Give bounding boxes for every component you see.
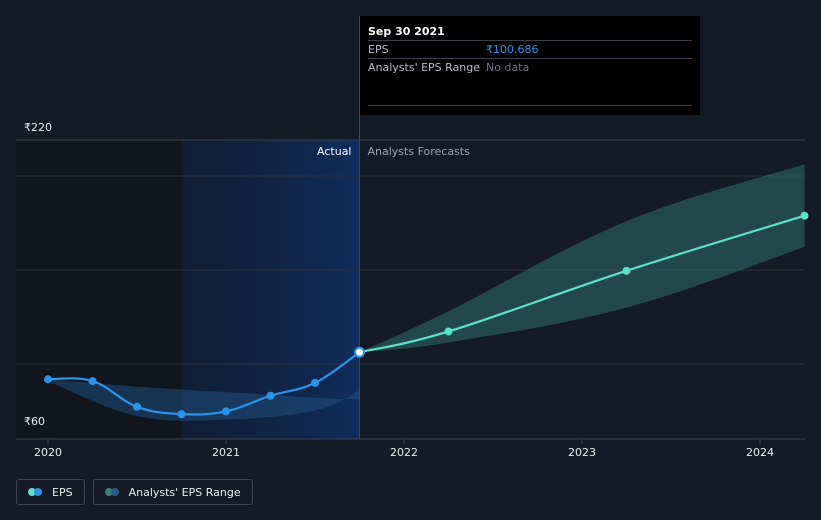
- eps-forecast-point: [444, 327, 453, 336]
- eps-selected-point: [354, 346, 365, 358]
- legend-range-label: Analysts' EPS Range: [128, 485, 241, 499]
- x-tick-label: 2023: [568, 446, 596, 459]
- eps-forecast-point: [800, 211, 809, 220]
- y-tick-label: ₹220: [24, 121, 52, 134]
- legend-range-swatch-icon: [104, 487, 121, 497]
- legend: EPS Analysts' EPS Range: [16, 479, 253, 507]
- eps-actual-point: [133, 402, 141, 411]
- tooltip-divider: [368, 105, 692, 106]
- tooltip-row-eps: EPS ₹100.686: [368, 40, 692, 58]
- eps-actual-point: [311, 378, 319, 387]
- tooltip-range-value: No data: [486, 61, 530, 74]
- eps-actual-point: [266, 391, 275, 400]
- eps-actual-point: [88, 377, 97, 386]
- forecast-eps-range-band: [359, 164, 805, 353]
- tooltip-date: Sep 30 2021: [368, 25, 445, 38]
- forecast-label: Analysts Forecasts: [368, 145, 471, 158]
- x-axis-ticks: 2020 2021 2022 2023 2024: [34, 439, 774, 459]
- actual-highlight: [181, 140, 360, 439]
- hover-tooltip: Sep 30 2021 EPS ₹100.686 Analysts' EPS R…: [360, 16, 700, 115]
- legend-eps-swatch-icon: [28, 487, 44, 497]
- x-tick-label: 2020: [34, 446, 62, 459]
- tooltip-eps-label: EPS: [368, 43, 389, 56]
- x-tick-label: 2022: [390, 446, 418, 459]
- y-tick-label: ₹60: [24, 415, 45, 428]
- eps-actual-point: [177, 410, 186, 419]
- eps-actual-line: [47, 351, 361, 416]
- tooltip-eps-value: ₹100.686: [486, 43, 539, 56]
- actual-label: Actual: [317, 145, 351, 158]
- y-axis-ticks: ₹220 ₹60: [24, 121, 52, 428]
- eps-actual-point: [222, 407, 230, 416]
- legend-item-eps-range[interactable]: Analysts' EPS Range: [92, 479, 253, 505]
- eps-forecast-point: [622, 266, 631, 275]
- legend-eps-label: EPS: [52, 485, 73, 499]
- x-tick-label: 2024: [746, 446, 774, 459]
- eps-actual-point: [44, 375, 52, 384]
- data-points: [44, 211, 809, 419]
- x-tick-label: 2021: [212, 446, 240, 459]
- eps-forecast-line: [359, 214, 805, 354]
- tooltip-row-range: Analysts' EPS Range No data: [368, 58, 692, 76]
- actual-eps-range-band: [48, 379, 360, 421]
- legend-item-eps[interactable]: EPS: [16, 479, 85, 505]
- tooltip-range-label: Analysts' EPS Range: [368, 61, 481, 74]
